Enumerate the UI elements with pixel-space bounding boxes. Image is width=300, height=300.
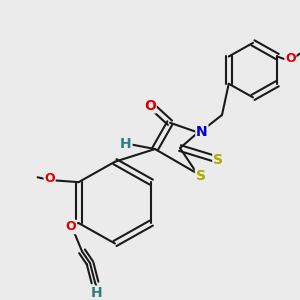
Text: O: O	[66, 220, 76, 233]
Text: S: S	[213, 153, 223, 167]
Text: H: H	[91, 286, 103, 300]
Text: N: N	[196, 125, 208, 139]
Text: O: O	[285, 52, 296, 65]
Text: H: H	[120, 137, 132, 151]
Text: O: O	[144, 99, 156, 113]
Text: S: S	[196, 169, 206, 183]
Text: O: O	[44, 172, 55, 185]
